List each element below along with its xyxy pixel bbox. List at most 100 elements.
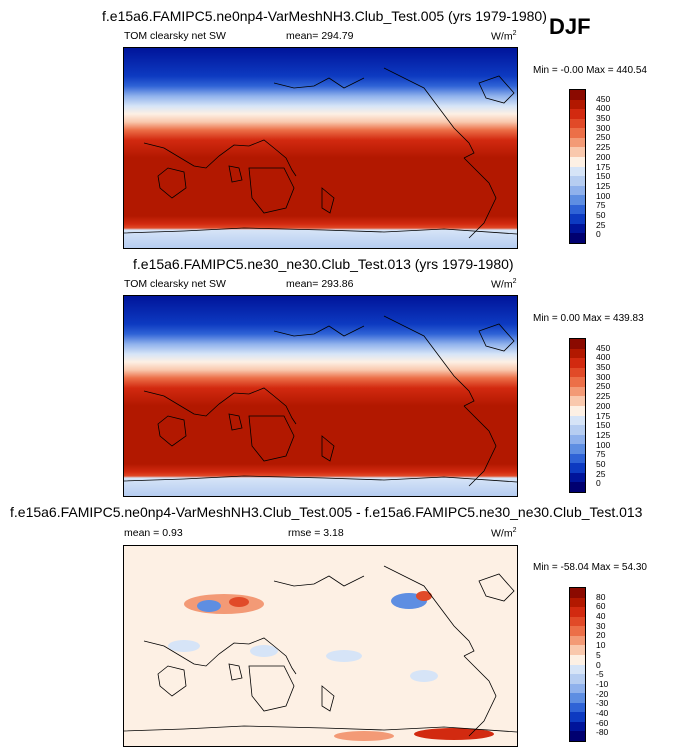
- colorbar-swatch: [570, 147, 585, 157]
- anomaly-patch: [416, 591, 432, 601]
- colorbar-label: 400: [596, 103, 611, 114]
- season-label: DJF: [549, 14, 591, 39]
- colorbar-label: 20: [596, 630, 606, 641]
- anomaly-patch: [326, 650, 362, 662]
- colorbar-swatch: [570, 463, 585, 473]
- panel-2-mean: mean= 293.86: [286, 278, 354, 290]
- colorbar-swatch: [570, 693, 585, 703]
- colorbar-swatch: [570, 367, 585, 378]
- colorbar-swatch: [570, 674, 585, 684]
- colorbar-swatch: [570, 597, 585, 608]
- anomaly-patch: [229, 597, 249, 607]
- colorbar-label: 150: [596, 171, 611, 182]
- colorbar-label: -5: [596, 669, 604, 680]
- colorbar-swatch: [570, 482, 585, 492]
- panel-2-title: f.e15a6.FAMIPC5.ne30_ne30.Club_Test.013 …: [133, 256, 514, 272]
- colorbar-label: 10: [596, 640, 606, 651]
- panel-1-title: f.e15a6.FAMIPC5.ne0np4-VarMeshNH3.Club_T…: [102, 8, 547, 24]
- colorbar-swatch: [570, 223, 585, 234]
- panel-1-field: [124, 48, 517, 248]
- colorbar-swatch: [570, 453, 585, 464]
- colorbar-swatch: [570, 339, 585, 349]
- panel-2-colorbar: [569, 338, 586, 493]
- colorbar-swatch: [570, 233, 585, 243]
- panel-1-minmax: Min = -0.00 Max = 440.54: [533, 65, 647, 76]
- colorbar-label: 75: [596, 200, 606, 211]
- panel-3-map: [123, 545, 518, 747]
- colorbar-swatch: [570, 214, 585, 224]
- colorbar-label: 0: [596, 229, 601, 240]
- panel-1-map: [123, 47, 518, 249]
- panel-3-units: W/m2: [491, 527, 517, 540]
- colorbar-swatch: [570, 712, 585, 722]
- colorbar-label: 125: [596, 180, 611, 191]
- colorbar-label: 60: [596, 601, 606, 612]
- colorbar-label: 250: [596, 132, 611, 143]
- colorbar-swatch: [570, 386, 585, 397]
- panel-1-coastlines: [124, 67, 517, 239]
- colorbar-label: 175: [596, 161, 611, 172]
- anomaly-patch: [410, 670, 438, 682]
- colorbar-swatch: [570, 358, 585, 368]
- colorbar-swatch: [570, 702, 585, 713]
- colorbar-label: 125: [596, 429, 611, 440]
- panel-2-field: [124, 296, 517, 496]
- anomaly-patch: [250, 645, 278, 657]
- anomaly-patch: [184, 594, 264, 614]
- colorbar-label: 300: [596, 371, 611, 382]
- panel-3-coastlines: [124, 565, 517, 737]
- colorbar-label: 350: [596, 362, 611, 373]
- panel-1-map-svg: [124, 48, 517, 248]
- colorbar-swatch: [570, 588, 585, 598]
- colorbar-label: 0: [596, 478, 601, 489]
- panel-1-variable-label: TOM clearsky net SW: [124, 30, 226, 42]
- anomaly-patch: [197, 600, 221, 612]
- colorbar-swatch: [570, 156, 585, 167]
- colorbar-swatch: [570, 415, 585, 426]
- colorbar-label: 25: [596, 219, 606, 230]
- colorbar-label: 400: [596, 352, 611, 363]
- anomaly-patch: [334, 731, 394, 741]
- colorbar-swatch: [570, 118, 585, 129]
- colorbar-swatch: [570, 645, 585, 655]
- colorbar-swatch: [570, 616, 585, 627]
- colorbar-label: 150: [596, 420, 611, 431]
- panel-3-minmax: Min = -58.04 Max = 54.30: [533, 562, 647, 573]
- colorbar-label: 225: [596, 142, 611, 153]
- panel-2-minmax: Min = 0.00 Max = 439.83: [533, 313, 644, 324]
- panel-2-map: [123, 295, 518, 497]
- colorbar-label: -80: [596, 727, 609, 738]
- colorbar-swatch: [570, 635, 585, 646]
- colorbar-swatch: [570, 99, 585, 110]
- colorbar-swatch: [570, 185, 585, 196]
- colorbar-label: -10: [596, 678, 609, 689]
- colorbar-swatch: [570, 626, 585, 636]
- panel-2-colorbar-labels: 450 400 350 300 250 225 200 175 150 125 …: [596, 338, 626, 493]
- colorbar-label: 250: [596, 381, 611, 392]
- colorbar-swatch: [570, 472, 585, 483]
- colorbar-label: 225: [596, 391, 611, 402]
- panel-3-colorbar: [569, 587, 586, 742]
- colorbar-label: -20: [596, 688, 609, 699]
- colorbar-swatch: [570, 425, 585, 435]
- anomaly-patch: [168, 640, 200, 652]
- colorbar-swatch: [570, 348, 585, 359]
- colorbar-swatch: [570, 721, 585, 732]
- colorbar-swatch: [570, 204, 585, 215]
- colorbar-swatch: [570, 434, 585, 445]
- colorbar-swatch: [570, 176, 585, 186]
- colorbar-swatch: [570, 137, 585, 148]
- colorbar-swatch: [570, 109, 585, 119]
- colorbar-label: 450: [596, 342, 611, 353]
- colorbar-swatch: [570, 195, 585, 205]
- panel-3-colorbar-labels: 80 60 40 30 20 10 5 0 -5 -10 -20 -30 -40…: [596, 587, 626, 742]
- colorbar-label: 175: [596, 410, 611, 421]
- colorbar-label: 50: [596, 458, 606, 469]
- colorbar-swatch: [570, 607, 585, 617]
- colorbar-swatch: [570, 405, 585, 416]
- panel-1-colorbar: [569, 89, 586, 244]
- colorbar-label: 50: [596, 209, 606, 220]
- colorbar-label: 75: [596, 449, 606, 460]
- colorbar-label: -30: [596, 698, 609, 709]
- colorbar-label: 30: [596, 620, 606, 631]
